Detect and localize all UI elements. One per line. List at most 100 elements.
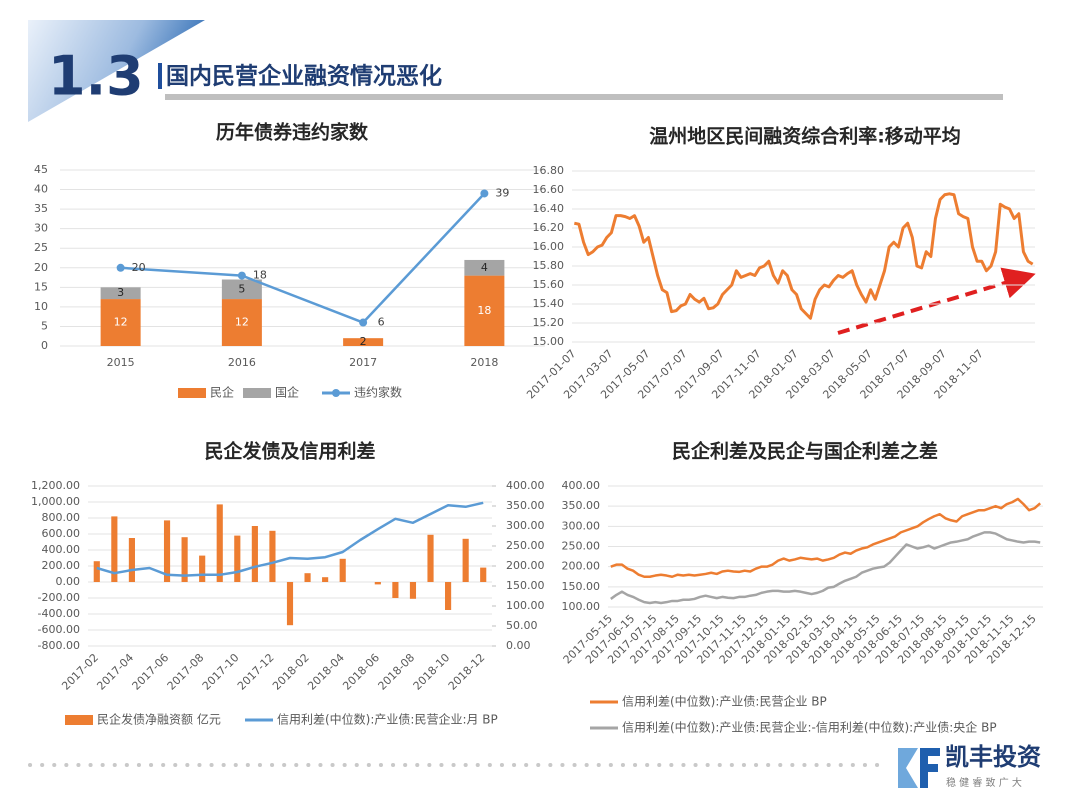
legend-label: 信用利差(中位数):产业债:民营企业:月 BP [277,712,498,727]
y2-tick-label: 200.00 [506,559,545,572]
data-label: 20 [132,261,146,274]
title-accent [158,63,162,89]
legend-marker [332,389,340,397]
bar [93,561,100,582]
data-label: 3 [117,286,124,299]
y-tick-label: 400.00 [562,479,601,492]
data-label: 4 [481,261,488,274]
y-tick-label: 800.00 [42,511,81,524]
logo-name: 凯丰投资 [945,743,1041,771]
y-tick-label: 35 [34,202,48,215]
chart-title: 民企发债及信用利差 [204,440,375,463]
chart-title: 温州地区民间融资综合利率:移动平均 [649,125,961,148]
y2-tick-label: 0.00 [506,639,531,652]
x-tick-label: 2018-12 [446,651,488,693]
bar [221,299,262,346]
y-tick-label: 1,200.00 [31,479,80,492]
y-tick-label: 16.80 [533,164,565,177]
section-number: 1.3 [48,45,144,108]
bar [480,567,487,582]
y-tick-label: 25 [34,241,48,254]
y-tick-label: 400.00 [42,543,81,556]
y-tick-label: 600.00 [42,527,81,540]
y-tick-label: 40 [34,183,48,196]
y-tick-label: 10 [34,300,48,313]
bar [234,535,241,582]
bar [374,582,381,585]
x-tick-label: 2015 [107,356,135,369]
bar [462,538,469,582]
y-tick-label: 15 [34,280,48,293]
y2-tick-label: 400.00 [506,479,545,492]
y-tick-label: -800.00 [38,639,80,652]
y2-tick-label: 300.00 [506,519,545,532]
x-tick-label: 2017-10 [200,651,242,693]
y-tick-label: -200.00 [38,591,80,604]
x-tick-label: 2017-02 [59,651,101,693]
x-tick-label: 2016 [228,356,256,369]
bar [339,558,346,582]
y-tick-label: 200.00 [42,559,81,572]
bar [427,534,434,582]
y-tick-label: 5 [41,319,48,332]
bar [269,530,276,582]
y2-tick-label: 100.00 [506,599,545,612]
y2-tick-label: 350.00 [506,499,545,512]
y-tick-label: 350.00 [562,499,601,512]
bar [163,520,171,582]
y-tick-label: 15.20 [533,316,565,329]
y-tick-label: -400.00 [38,607,80,620]
y-tick-label: 150.00 [562,580,601,593]
bar [251,526,258,582]
chart-title: 历年债券违约家数 [216,121,369,144]
line-marker [116,263,125,272]
line [120,192,486,324]
legend-label: 民企 [210,385,234,400]
data-label: 5 [238,282,245,295]
legend-label: 信用利差(中位数):产业债:民营企业:-信用利差(中位数):产业债:央企 BP [622,720,997,735]
y-tick-label: 16.60 [533,183,565,196]
legend-label: 违约家数 [354,385,402,400]
y-tick-label: 15.80 [533,259,565,272]
line [574,192,1034,320]
data-label: 6 [378,316,385,329]
x-tick-label: 2018-10 [411,651,453,693]
y-tick-label: 16.00 [533,240,565,253]
y-tick-label: 0 [41,339,48,352]
line-marker [480,189,489,198]
x-tick-label: 2018-02 [270,651,312,693]
y-tick-label: 1,000.00 [31,495,80,508]
legend-swatch [65,715,93,725]
x-tick-label: 2018-06 [340,651,382,693]
bar [304,573,311,582]
bar [286,582,294,626]
logo-mark [898,748,940,788]
bar [181,537,188,582]
y-tick-label: 15.00 [533,335,565,348]
title-underline [165,94,1003,100]
bar [100,287,141,300]
data-label: 39 [495,186,509,199]
y-tick-label: -600.00 [38,623,80,636]
legend-swatch [178,388,206,398]
chart-title: 民企利差及民企与国企利差之差 [672,440,938,463]
data-label: 12 [235,316,249,329]
y2-tick-label: 150.00 [506,579,545,592]
bar [100,299,141,346]
bar [128,538,135,582]
bar [445,582,452,610]
y-tick-label: 15.60 [533,278,565,291]
bar [409,582,417,599]
x-tick-label: 2017-06 [130,651,172,693]
data-label: 12 [114,316,128,329]
bar [343,338,384,346]
page-title: 国内民营企业融资情况恶化 [166,63,442,90]
bar [322,577,329,582]
legend-label: 国企 [275,385,299,400]
data-label: 2 [360,335,367,348]
x-tick-label: 2017 [349,356,377,369]
legend-label: 民企发债净融资额 亿元 [97,712,221,727]
y-tick-label: 0.00 [56,575,81,588]
